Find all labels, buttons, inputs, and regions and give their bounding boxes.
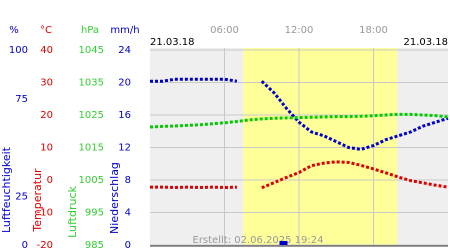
date-right: 21.03.18 [403,37,448,48]
y-tick-label: 4 [125,208,131,219]
y-tick-label: 0 [22,240,28,250]
x-tick-label: 12:00 [285,25,314,36]
y-tick-label: -20 [37,240,53,250]
axis-title: Luftfeuchtigkeit [0,146,13,233]
footer: Erstellt: 02.06.2025 19:24 [193,235,324,246]
x-tick-label: 06:00 [210,25,239,36]
y-tick-label: 75 [15,94,28,105]
axis-title: Luftdruck [66,185,79,237]
axis-unit: % [9,25,19,36]
x-tick-label: 18:00 [359,25,388,36]
y-tick-label: 10 [40,143,53,154]
y-tick-label: 24 [118,45,131,56]
y-tick-label: 100 [9,45,28,56]
axis-unit: hPa [81,25,99,36]
y-tick-label: 1015 [79,143,104,154]
y-tick-label: 1005 [79,175,104,186]
y-tick-label: 12 [118,143,131,154]
precipitation-bar [279,240,288,245]
y-tick-label: 20 [40,110,53,121]
axis-title: Temperatur [31,168,44,233]
y-tick-label: 20 [118,78,131,89]
axis-unit: mm/h [110,25,139,36]
y-tick-label: 1035 [79,78,104,89]
y-tick-label: -10 [37,208,53,219]
y-tick-label: 1025 [79,110,104,121]
y-tick-label: 985 [85,240,104,250]
axis-unit: °C [40,25,52,36]
y-tick-label: 8 [125,175,131,186]
y-tick-label: 40 [40,45,53,56]
y-tick-label: 25 [15,191,28,202]
y-tick-label: 16 [118,110,131,121]
y-tick-label: 995 [85,208,104,219]
y-tick-label: 1045 [79,45,104,56]
axis-title: Niederschlag [108,162,121,234]
y-tick-label: 30 [40,78,53,89]
series-line [150,77,449,151]
y-tick-label: 0 [125,240,131,250]
y-tick-label: 0 [47,175,53,186]
date-left: 21.03.18 [150,37,195,48]
series-line [150,160,449,190]
